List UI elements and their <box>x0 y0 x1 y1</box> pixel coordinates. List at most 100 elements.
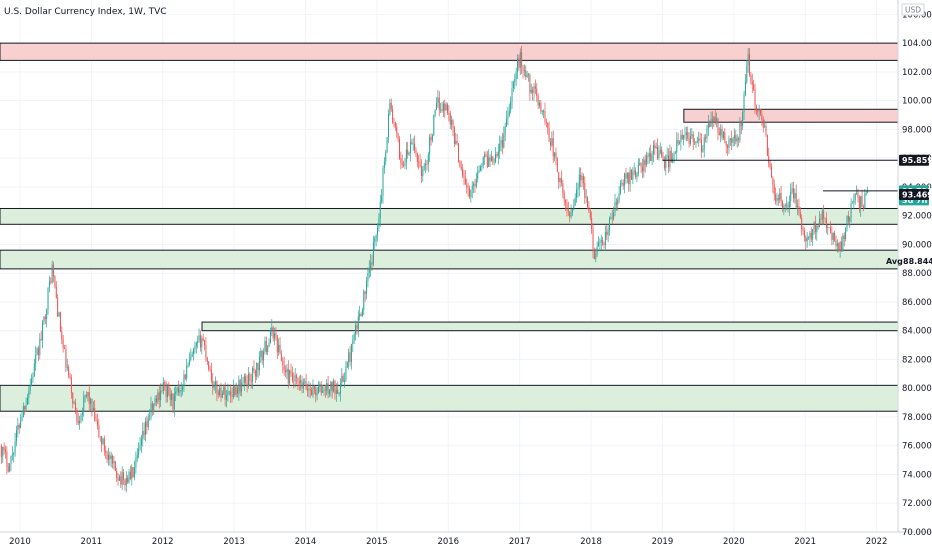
candle-up <box>197 340 199 344</box>
candle-up <box>363 291 365 310</box>
price-tick-label: 72.000 <box>902 499 932 509</box>
candle-up <box>832 232 834 240</box>
candle-down <box>840 241 842 252</box>
candle-up <box>607 229 609 236</box>
candle-up <box>691 134 693 137</box>
candle-up <box>788 201 790 208</box>
candle-up <box>368 268 370 273</box>
price-tick-label: 80.000 <box>902 384 932 394</box>
candle-down <box>64 348 66 349</box>
price-tag-label: 95.859 <box>902 156 932 165</box>
candle-down <box>830 227 832 233</box>
candle-down <box>283 365 285 371</box>
candle-up <box>121 472 123 485</box>
candle-down <box>777 197 779 200</box>
price-tick-label: 74.000 <box>902 470 932 480</box>
candle-up <box>268 342 270 347</box>
candle-down <box>602 240 604 245</box>
candle-down <box>261 350 263 361</box>
candle-down <box>234 386 236 395</box>
time-tick-label: 2017 <box>509 537 531 547</box>
candle-down <box>549 141 551 146</box>
candle-up <box>860 196 862 210</box>
candle-up <box>92 407 94 411</box>
candle-down <box>305 381 307 390</box>
candle-down <box>275 333 277 336</box>
candle-up <box>274 333 276 339</box>
candle-down <box>419 161 421 166</box>
candle-down <box>62 339 64 349</box>
price-axis[interactable]: 70.000 72.000 74.000 76.000 78.000 80.000 82.0… <box>902 10 932 538</box>
candle-up <box>599 241 601 243</box>
candle-up <box>643 159 645 172</box>
candle-down <box>717 118 719 133</box>
candle-up <box>619 183 621 194</box>
candle-down <box>545 121 547 123</box>
candle-down <box>547 122 549 129</box>
candle-up <box>10 455 12 465</box>
candle-up <box>227 391 229 395</box>
candle-up <box>242 382 244 384</box>
candle-up <box>383 161 385 168</box>
candle-down <box>124 479 126 486</box>
candle-down <box>459 161 461 168</box>
candle-up <box>739 123 741 141</box>
candle-down <box>456 140 458 144</box>
candle-down <box>817 225 819 228</box>
candle-up <box>666 155 668 157</box>
candle-up <box>595 253 597 260</box>
candle-up <box>43 316 45 322</box>
price-tick-label: 78.000 <box>902 413 932 423</box>
candle-up <box>429 136 431 155</box>
candle-down <box>95 420 97 422</box>
candle-up <box>66 366 68 368</box>
candle-down <box>521 52 523 66</box>
candle-up <box>478 170 480 173</box>
candle-down <box>123 472 125 480</box>
candle-down <box>754 89 756 107</box>
candle-up <box>344 380 346 382</box>
candle-down <box>65 348 67 368</box>
candle-down <box>397 133 399 140</box>
candle-up <box>182 386 184 391</box>
candle-up <box>278 344 280 352</box>
candle-up <box>136 455 138 458</box>
candle-up <box>367 272 369 282</box>
candle-down <box>847 215 849 222</box>
support-zone <box>0 249 899 270</box>
price-tick-label: 90.000 <box>902 240 932 250</box>
candle-down <box>569 211 571 217</box>
candle-up <box>530 89 532 93</box>
candle-up <box>412 143 414 145</box>
candle-up <box>228 391 230 393</box>
candle-down <box>250 380 252 382</box>
candle-down <box>718 132 720 136</box>
price-tick-label: 86.000 <box>902 298 932 308</box>
candle-down <box>61 331 63 340</box>
candle-up <box>639 162 641 165</box>
time-axis[interactable]: 2010 2011 2012 2013 2014 2015 2016 2017 2018 2019… <box>9 537 887 547</box>
candle-up <box>436 102 438 110</box>
candle-up <box>48 281 50 288</box>
candle-down <box>588 206 590 212</box>
candle-down <box>563 192 565 201</box>
candle-up <box>746 65 748 83</box>
candle-up <box>271 327 273 331</box>
candle-down <box>40 339 42 341</box>
candle-down <box>291 373 293 381</box>
candle-up <box>581 175 583 181</box>
candle-up <box>728 139 730 149</box>
price-tick-label: 82.000 <box>902 355 932 365</box>
candle-down <box>468 188 470 198</box>
candle-down <box>364 291 366 294</box>
candles <box>0 46 869 493</box>
candle-up <box>308 389 310 391</box>
candle-up <box>213 385 215 388</box>
currency-badge: USD <box>901 3 925 16</box>
candle-up <box>510 101 512 111</box>
candle-down <box>249 373 251 381</box>
candle-down <box>670 150 672 163</box>
candle-down <box>496 154 498 157</box>
candle-down <box>688 138 690 144</box>
